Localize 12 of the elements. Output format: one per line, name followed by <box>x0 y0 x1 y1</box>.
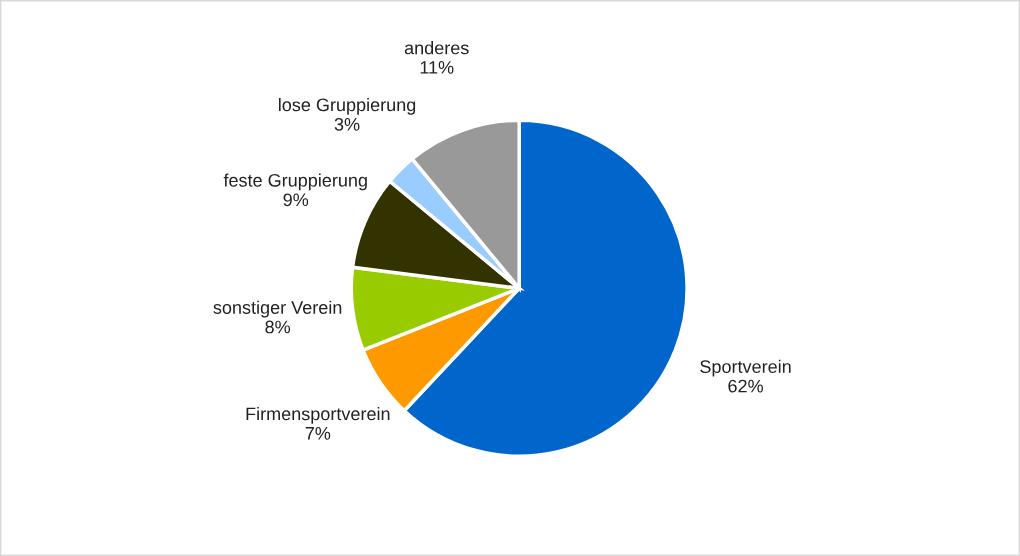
slice-label: Firmensportverein <box>246 407 390 424</box>
slice-label: feste Gruppierung <box>223 173 367 191</box>
slice-label: sonstiger Verein <box>213 300 342 318</box>
slice-label: Sportverein <box>700 359 791 377</box>
data-label: 62% <box>728 379 763 393</box>
data-label: 9% <box>283 193 309 207</box>
data-label: 3% <box>334 117 360 131</box>
data-label: 11% <box>420 61 454 74</box>
data-label: 7% <box>305 427 331 440</box>
slice-label: lose Gruppierung <box>278 97 416 115</box>
slice-label: anderes <box>404 41 469 55</box>
data-label: 8% <box>265 320 291 334</box>
